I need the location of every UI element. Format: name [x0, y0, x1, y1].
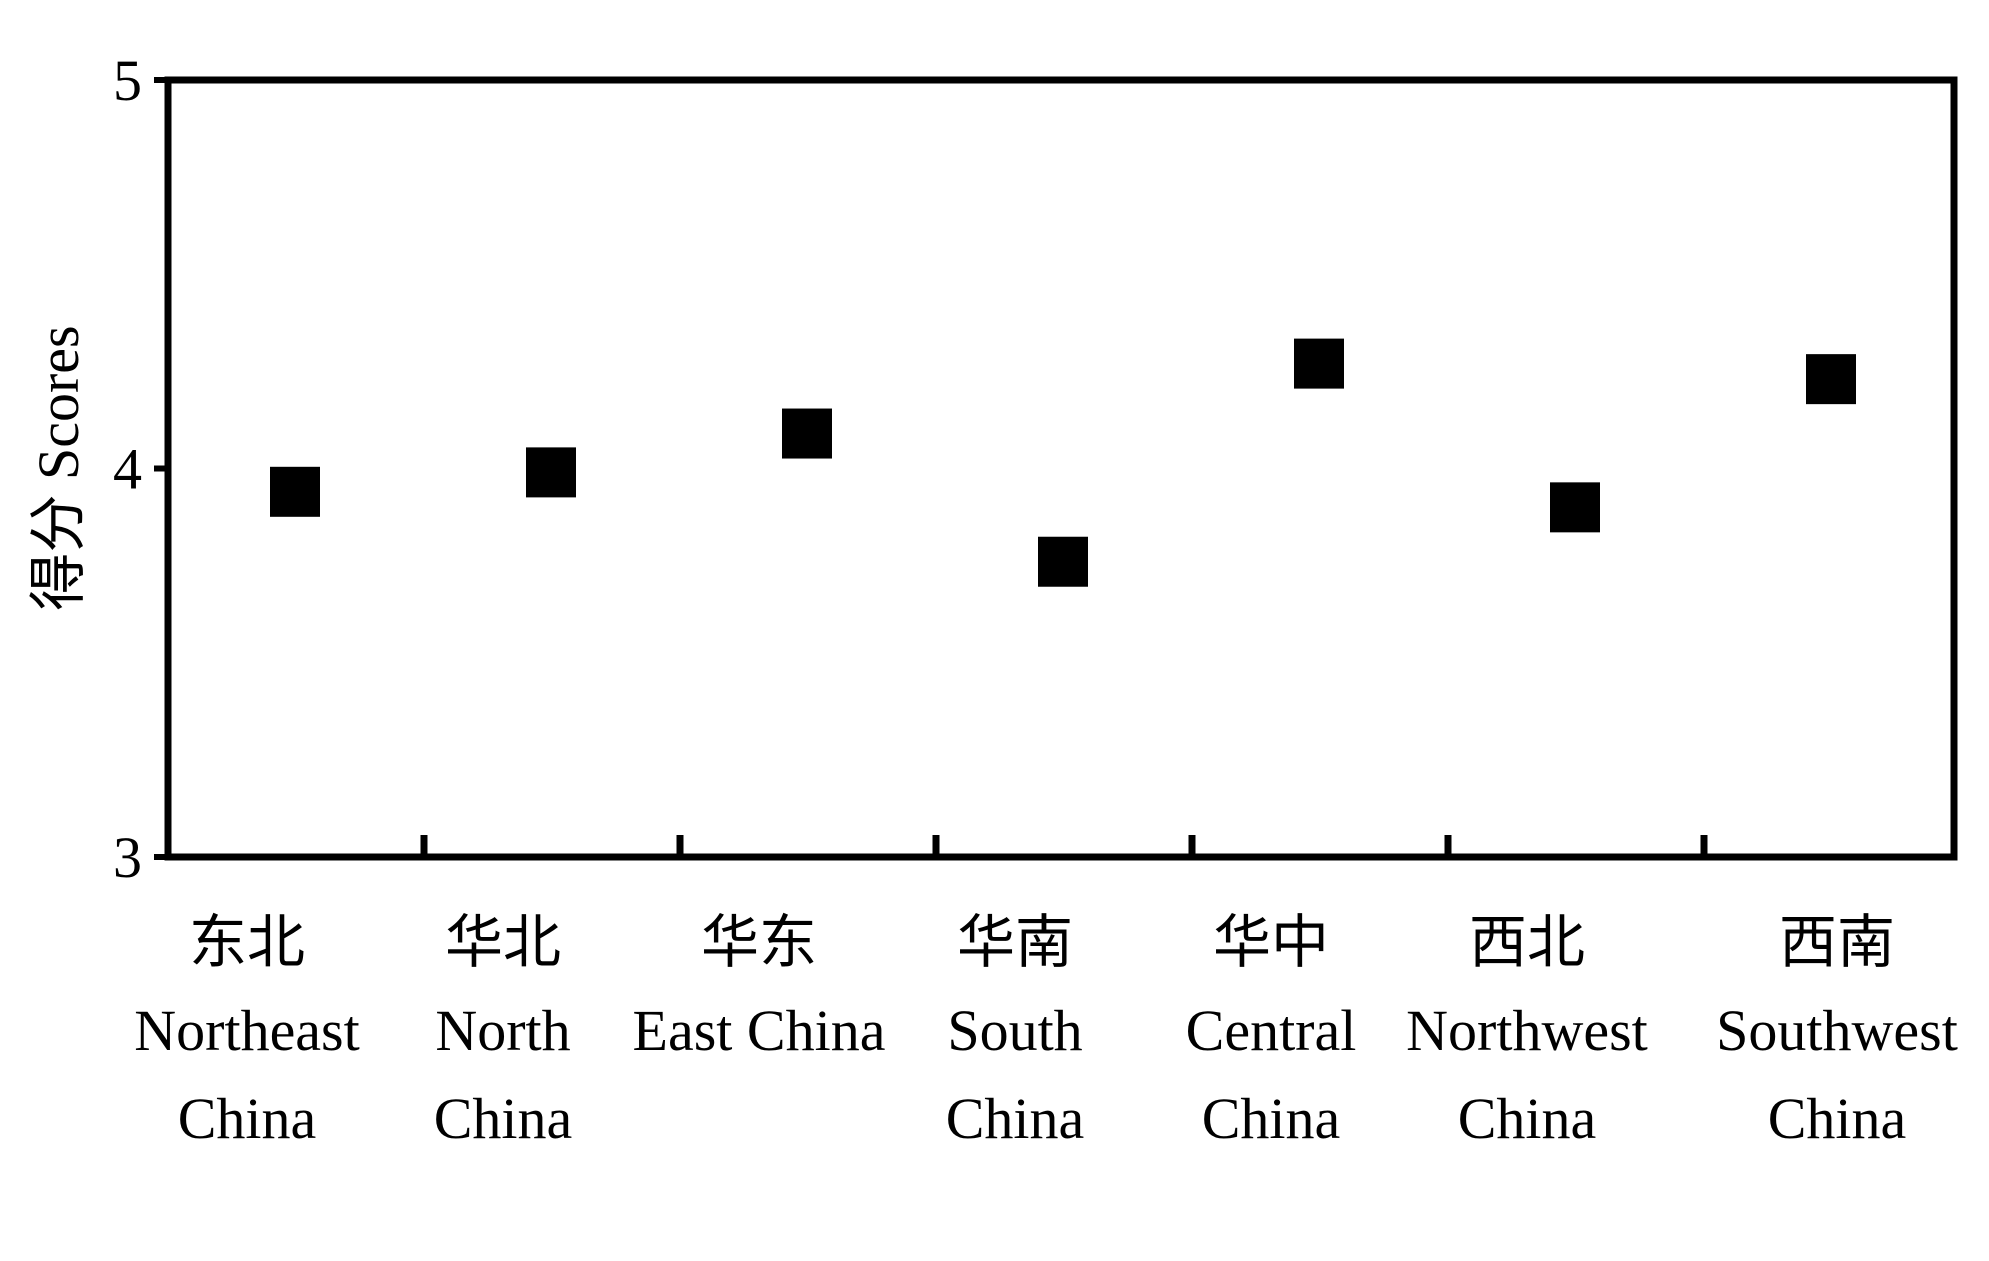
data-point: [1038, 536, 1088, 587]
data-points: [270, 338, 1856, 587]
y-tick-label: 3: [113, 825, 142, 890]
x-tick-label-en: China: [434, 1086, 573, 1151]
x-tick-label-zh: 西北: [1469, 910, 1585, 975]
x-tick-label-en: China: [1768, 1086, 1907, 1151]
x-tick-label-en: China: [946, 1086, 1085, 1151]
x-tick-label-zh: 东北: [189, 910, 305, 975]
y-tick-label: 4: [113, 437, 142, 502]
x-tick-label-zh: 华南: [957, 910, 1073, 975]
plot-frame: [164, 76, 1958, 861]
y-axis-label: 得分 Scores: [26, 325, 91, 610]
x-tick-label-en: Southwest: [1716, 998, 1958, 1063]
x-tick-label-en: Northeast: [134, 998, 360, 1063]
x-tick-label-zh: 华东: [701, 910, 817, 975]
x-tick-label-en: Northwest: [1406, 998, 1648, 1063]
x-tick-label-zh: 西南: [1779, 910, 1895, 975]
y-axis: 3 4 5: [113, 48, 168, 890]
x-tick-label-en: South: [947, 998, 1082, 1063]
data-point: [1550, 482, 1600, 533]
x-tick-label-en: North: [435, 998, 570, 1063]
x-axis: 东北 Northeast China 华北 North China 华东 East China…: [134, 835, 1958, 1151]
x-tick-label-zh: 华中: [1213, 910, 1329, 975]
x-tick-label-zh: 华北: [445, 910, 561, 975]
data-point: [526, 447, 576, 498]
data-point: [270, 466, 320, 517]
x-tick-label-en: China: [1202, 1086, 1341, 1151]
data-point: [1294, 338, 1344, 389]
x-tick-label-en: Central: [1186, 998, 1357, 1063]
x-tick-label-en: China: [1458, 1086, 1597, 1151]
data-point: [782, 408, 832, 459]
y-tick-label: 5: [113, 48, 142, 113]
x-tick-label-en: East China: [633, 998, 886, 1063]
data-point: [1806, 354, 1856, 405]
x-tick-label-en: China: [178, 1086, 317, 1151]
